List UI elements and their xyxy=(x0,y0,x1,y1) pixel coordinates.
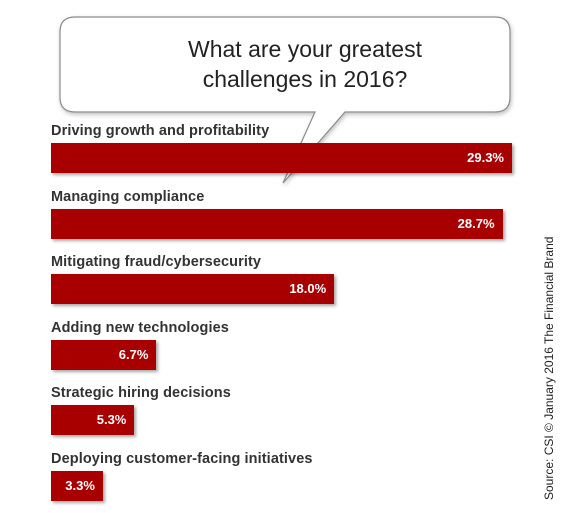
category-label: Mitigating fraud/cybersecurity xyxy=(51,254,262,270)
category-label: Driving growth and profitability xyxy=(51,123,270,139)
bar-value-label: 6.7% xyxy=(118,346,149,362)
bar: 3.3% xyxy=(51,470,103,501)
bar: 6.7% xyxy=(51,339,157,370)
bar-value-label: 29.3% xyxy=(467,150,504,165)
bar: 28.7% xyxy=(51,208,503,239)
category-label: Adding new technologies xyxy=(51,319,229,336)
bar: 18.0% xyxy=(51,274,335,304)
bar: 5.3% xyxy=(51,405,135,435)
category-label: Managing compliance xyxy=(51,188,205,205)
bar-value-label: 3.3% xyxy=(65,477,95,493)
category-label: Strategic hiring decisions xyxy=(51,385,231,401)
source-note: Source: CSI © January 2016 The Financial… xyxy=(542,236,556,500)
chart-title: What are your greatest challenges in 201… xyxy=(188,36,422,92)
bar-value-label: 18.0% xyxy=(289,281,327,296)
bar-value-label: 28.7% xyxy=(457,215,495,231)
bar-value-label: 5.3% xyxy=(96,412,127,427)
bar: 29.3% xyxy=(51,143,512,173)
category-label: Deploying customer-facing initiatives xyxy=(51,450,313,467)
